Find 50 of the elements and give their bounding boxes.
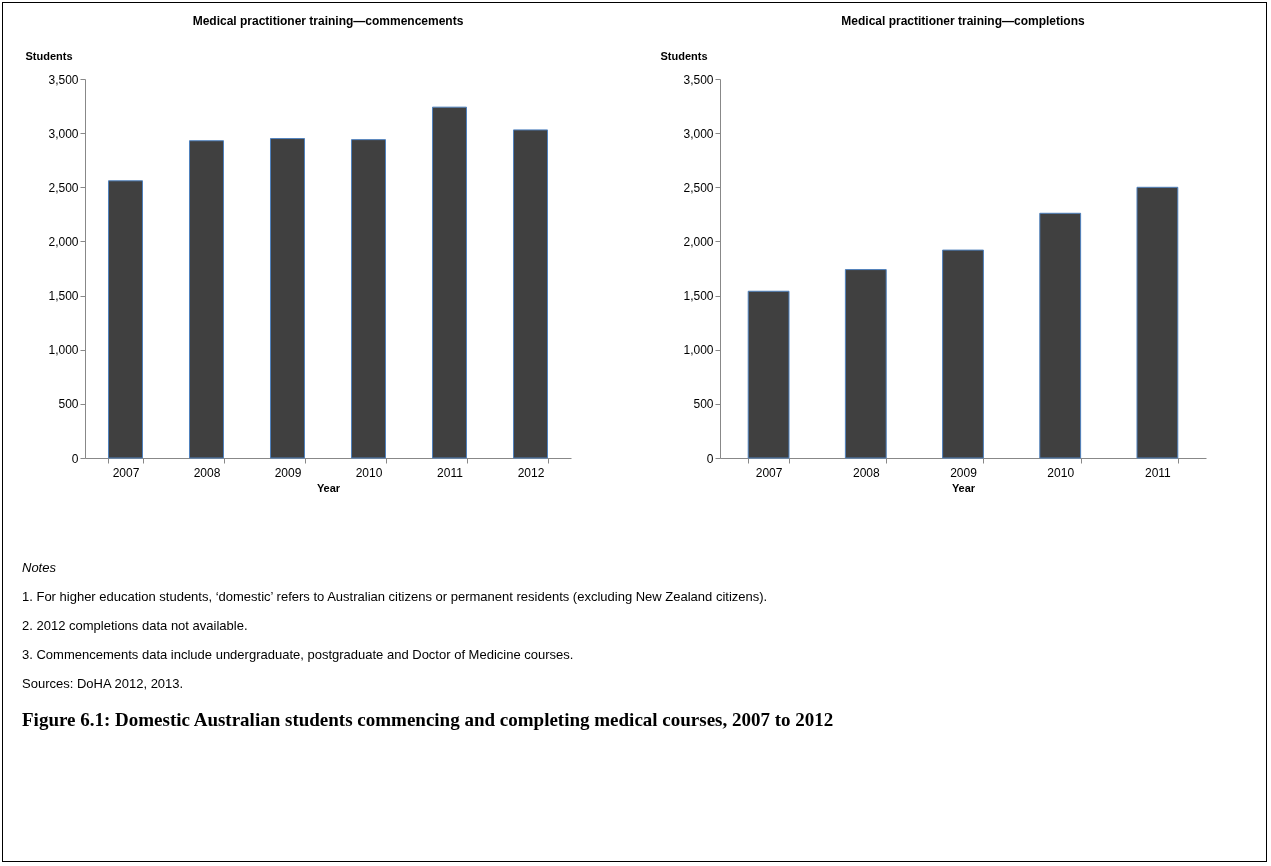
bar xyxy=(1039,212,1082,459)
y-tick-label: 1,500 xyxy=(683,289,714,304)
bar xyxy=(942,249,984,459)
bar xyxy=(431,106,468,459)
caption: Figure 6.1: Domestic Australian students commencing and completing medical courses, 2007 to 2012 xyxy=(22,709,835,731)
y-tick-label: 2,500 xyxy=(683,180,714,195)
y-tick-label: 3,500 xyxy=(48,72,79,87)
y-axis-title: Students xyxy=(660,49,708,62)
text: 3. Commencements data include undergraduate, postgraduate and Doctor of Medicine courses. xyxy=(22,647,575,662)
x-tick-label: 2008 xyxy=(193,465,221,480)
y-tick-label: 0 xyxy=(71,451,79,466)
x-axis-title: Year xyxy=(316,481,341,494)
y-tick-label: 500 xyxy=(693,397,714,412)
x-tick-label: 2011 xyxy=(1144,465,1172,480)
x-tick-label: 2009 xyxy=(950,465,978,480)
bar xyxy=(844,269,887,459)
text: Notes xyxy=(22,560,57,575)
x-tick-label: 2011 xyxy=(437,465,464,480)
x-axis-title: Year xyxy=(951,481,976,494)
bar xyxy=(512,129,549,459)
y-axis-title: Students xyxy=(25,49,73,62)
source-note: Sources: DoHA 2012, 2013. xyxy=(22,676,185,691)
y-tick-label: 3,000 xyxy=(683,126,714,141)
bar xyxy=(188,140,225,459)
x-tick-label: 2012 xyxy=(517,465,545,480)
bar xyxy=(350,139,387,459)
x-tick-label: 2010 xyxy=(355,465,383,480)
x-tick-label: 2007 xyxy=(755,465,783,480)
y-tick-label: 3,500 xyxy=(683,72,714,87)
x-tick-label: 2007 xyxy=(112,465,140,480)
chart-title: Medical practitioner training—completions xyxy=(841,14,1086,28)
bar xyxy=(747,290,790,459)
y-tick-label: 500 xyxy=(58,397,79,412)
y-tick-label: 1,000 xyxy=(683,343,714,358)
y-tick-label: 3,000 xyxy=(48,126,79,141)
y-tick-label: 0 xyxy=(706,451,714,466)
bar xyxy=(269,138,306,459)
text: 1. For higher education students, ‘domestic’ refers to Australian citizens or permanent residents (excluding New Zealand citizens). xyxy=(22,589,769,604)
y-tick-label: 1,000 xyxy=(48,343,79,358)
y-tick-label: 2,000 xyxy=(683,234,714,249)
y-tick-label: 2,500 xyxy=(48,180,79,195)
x-tick-label: 2008 xyxy=(852,465,880,480)
bar xyxy=(107,180,144,459)
y-tick-label: 1,500 xyxy=(48,289,79,304)
chart-title: Medical practitioner training—commencements xyxy=(192,14,464,28)
x-tick-label: 2009 xyxy=(274,465,302,480)
bar xyxy=(1136,186,1179,459)
y-tick-label: 2,000 xyxy=(48,234,79,249)
text: 2. 2012 completions data not available. xyxy=(22,618,249,633)
x-tick-label: 2010 xyxy=(1047,465,1075,480)
